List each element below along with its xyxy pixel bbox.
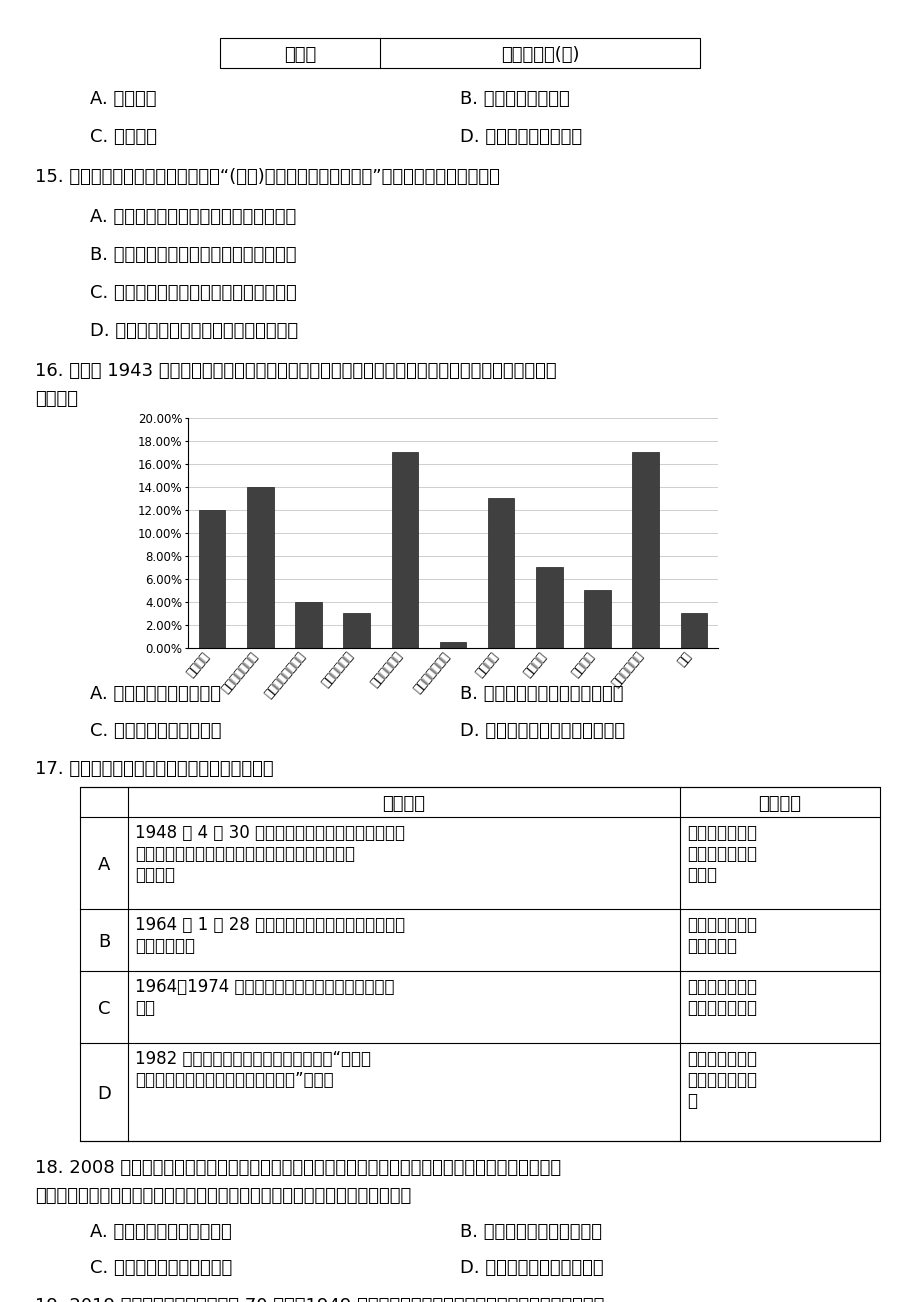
Bar xyxy=(247,487,273,648)
Text: A. 三权分立原则在农村确立: A. 三权分立原则在农村确立 xyxy=(90,1223,232,1241)
Text: C: C xyxy=(97,1000,110,1018)
Text: C. 中国拍摄抗战题材的电影《南京南京》: C. 中国拍摄抗战题材的电影《南京南京》 xyxy=(90,284,297,302)
Text: 1964 年 1 月 28 日，法国《世界报》刚登了中法两
国建交的公报: 1964 年 1 月 28 日，法国《世界报》刚登了中法两 国建交的公报 xyxy=(135,917,404,954)
Text: A. 画家李自健的巨幅油画《南京大屠杀》: A. 画家李自健的巨幅油画《南京大屠杀》 xyxy=(90,208,296,227)
Bar xyxy=(680,613,707,648)
Text: D. 我国基层民主政治的发展: D. 我国基层民主政治的发展 xyxy=(460,1259,603,1277)
Text: A. 推动了国民革命的进行: A. 推动了国民革命的进行 xyxy=(90,685,221,703)
Text: 1982 年，中国共产党确立了与民主党派“长期共
存，互相监督，肝胆相照，荣辱与共”的方针: 1982 年，中国共产党确立了与民主党派“长期共 存，互相监督，肝胆相照，荣辱与… xyxy=(135,1049,370,1088)
Text: B. 标志着抗日民族统一战线建立: B. 标志着抗日民族统一战线建立 xyxy=(460,685,623,703)
Bar xyxy=(487,499,514,648)
Bar xyxy=(80,786,879,1141)
Text: D. 中国设立南京大屠杀死难者国家公祭日: D. 中国设立南京大屠杀死难者国家公祭日 xyxy=(90,322,298,340)
Text: 17. 下表中，史实与结论之间逻辑关系合理的是: 17. 下表中，史实与结论之间逻辑关系合理的是 xyxy=(35,760,273,779)
Bar xyxy=(199,510,225,648)
Text: 社会主义民主政
治遇到彻底破坏: 社会主义民主政 治遇到彻底破坏 xyxy=(686,978,756,1017)
Text: 16. 下图为 1943 年阜平县城南庄晋察冀边区第一屆参议会与会代表比例示意图。当时参会代表的这种: 16. 下图为 1943 年阜平县城南庄晋察冀边区第一屆参议会与会代表比例示意图… xyxy=(35,362,556,380)
Bar xyxy=(343,613,369,648)
Bar xyxy=(391,453,417,648)
Text: 18. 2008 年，四川成都规定在农村建立村民会议、村民议事会、村民委员会。其中村民议事会负责日常: 18. 2008 年，四川成都规定在农村建立村民会议、村民议事会、村民委员会。其… xyxy=(35,1159,561,1177)
Text: 1964－1974 年十年间，我国未召开全国人民代表
大会: 1964－1974 年十年间，我国未召开全国人民代表 大会 xyxy=(135,978,394,1017)
Text: C. 长征路上: C. 长征路上 xyxy=(90,128,157,146)
Text: D: D xyxy=(97,1085,111,1103)
Text: 决策，村民会议负责最高决策，村委会是一个执行机构。这一机制的出现反映了: 决策，村民会议负责最高决策，村委会是一个执行机构。这一机制的出现反映了 xyxy=(35,1187,411,1204)
Text: 揭开了筹建新中
国多党联合执政
的序幕: 揭开了筹建新中 国多党联合执政 的序幕 xyxy=(686,824,756,884)
Text: C. 人民代表大会深入村一级: C. 人民代表大会深入村一级 xyxy=(90,1259,232,1277)
Bar xyxy=(295,602,322,648)
Text: 比例结构: 比例结构 xyxy=(35,391,78,408)
Text: B. 从统一广东到北伐: B. 从统一广东到北伐 xyxy=(460,90,569,108)
Text: 结　　论: 结 论 xyxy=(757,796,800,812)
Bar xyxy=(631,453,658,648)
Text: 中国打破了长期
的外交僵局: 中国打破了长期 的外交僵局 xyxy=(686,917,756,954)
Text: 进一步完善了我
国的新型政党制
度: 进一步完善了我 国的新型政党制 度 xyxy=(686,1049,756,1109)
Text: 史　　实: 史 实 xyxy=(382,796,425,812)
Text: A. 五四义暴: A. 五四义暴 xyxy=(90,90,156,108)
Text: 二十六: 二十六 xyxy=(284,46,316,64)
Text: D. 抗战胜利和双十公告: D. 抗战胜利和双十公告 xyxy=(460,128,582,146)
Text: B: B xyxy=(97,934,110,950)
Text: B. 日本报纸关于日军南京杀人竞赛的报道: B. 日本报纸关于日军南京杀人竞赛的报道 xyxy=(90,246,296,264)
Text: D. 增强了反抗国民党政府的力量: D. 增强了反抗国民党政府的力量 xyxy=(460,723,624,740)
Text: C. 有利于民族战争的开展: C. 有利于民族战争的开展 xyxy=(90,723,221,740)
Bar xyxy=(536,568,562,648)
Text: 1948 年 4 月 30 日，中共中央发布纪念五一国际劳
动节的口号，得到了民主党派、无党派民主人士的
热烈响应: 1948 年 4 月 30 日，中共中央发布纪念五一国际劳 动节的口号，得到了民… xyxy=(135,824,404,884)
Text: A: A xyxy=(97,855,110,874)
Text: B. 依法治国方略已落到实处: B. 依法治国方略已落到实处 xyxy=(460,1223,601,1241)
Bar xyxy=(584,591,610,648)
Text: 15. 为驳斥日本《产经新闻》上关于“(南京)大屠杀是蔣介石的虚构”的观点，最有力的证据是: 15. 为驳斥日本《产经新闻》上关于“(南京)大屠杀是蔣介石的虚构”的观点，最有… xyxy=(35,168,499,186)
Text: 19. 2019 年是中华人民共和国成立 70 周年。1949 年，在中国共产党领导下，为筹备新中国成立的各项: 19. 2019 年是中华人民共和国成立 70 周年。1949 年，在中国共产党… xyxy=(35,1297,604,1302)
Bar xyxy=(220,38,699,68)
Bar xyxy=(439,642,466,648)
Text: 坚持在重庆(上): 坚持在重庆(上) xyxy=(500,46,579,64)
